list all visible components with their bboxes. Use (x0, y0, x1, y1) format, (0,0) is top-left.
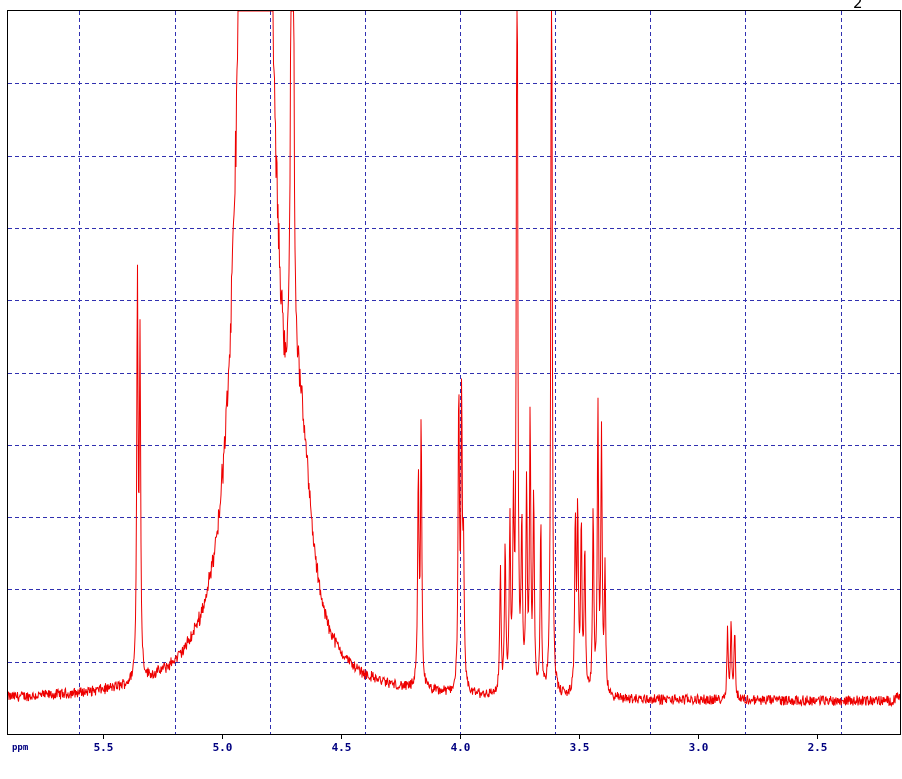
x-tick-label: 5.0 (213, 741, 233, 754)
x-axis: 5.5 5.0 4.5 4.0 3.5 3.0 2.5 (7, 10, 901, 754)
x-tick-label: 3.0 (689, 741, 709, 754)
x-tick-label: 2.5 (808, 741, 828, 754)
grid-lines (8, 11, 900, 734)
x-axis-unit-label: ppm (12, 743, 29, 753)
header-fragment: 2 (853, 0, 863, 12)
x-tick-label: 3.5 (570, 741, 590, 754)
x-tick-label: 5.5 (94, 741, 114, 754)
x-tick-label: 4.5 (332, 741, 352, 754)
plot-frame (7, 10, 901, 735)
x-tick-label: 4.0 (451, 741, 471, 754)
spectrum-trace (7, 10, 901, 708)
